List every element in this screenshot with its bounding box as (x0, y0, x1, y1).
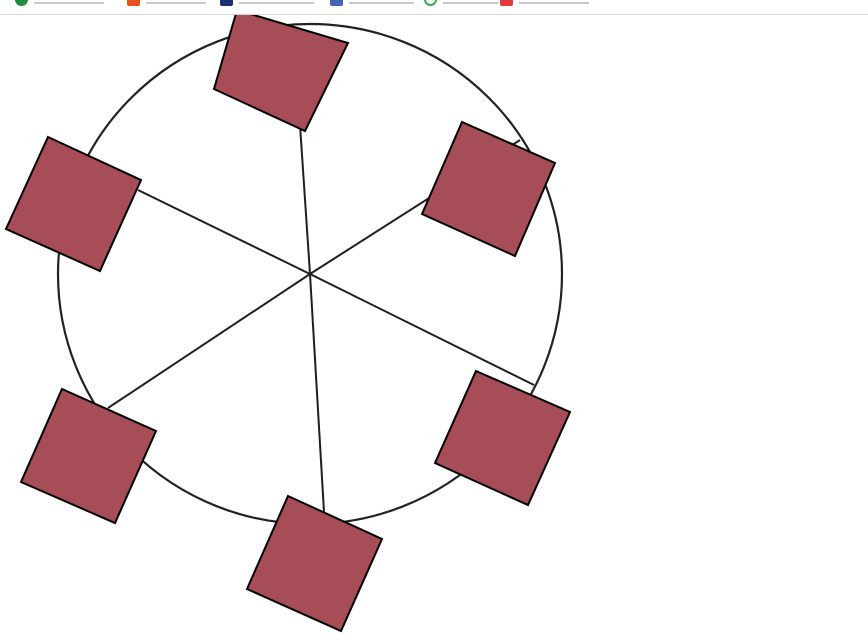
spoke-5 (107, 273, 311, 409)
navy-square-icon (220, 0, 233, 6)
spoke-6 (137, 189, 311, 275)
cabin-square-5 (19, 387, 158, 525)
bookmark-5-label-hint (443, 2, 498, 4)
red-square-icon (500, 0, 513, 6)
cabin-square-3 (433, 369, 572, 507)
bookmark-1-label-hint (34, 2, 104, 4)
bookmark-1[interactable] (15, 0, 104, 6)
cabin-square-6 (4, 135, 143, 273)
bookmark-3[interactable] (220, 0, 314, 6)
bookmark-2-label-hint (146, 2, 206, 4)
bookmarks-bar (0, 0, 868, 15)
green-circle-icon (15, 0, 28, 6)
ferris-wheel-diagram (4, 15, 572, 633)
bookmark-3-label-hint (239, 2, 314, 4)
orange-square-icon (127, 0, 140, 6)
bookmark-4[interactable] (330, 0, 414, 6)
spoke-1 (299, 124, 311, 275)
bookmark-6-label-hint (519, 2, 589, 4)
bookmark-4-label-hint (349, 2, 414, 4)
diagram-canvas (0, 15, 868, 635)
cabin-square-1 (212, 15, 350, 133)
cabins-group (4, 15, 572, 633)
bookmark-2[interactable] (127, 0, 206, 6)
bookmark-5[interactable] (424, 0, 498, 6)
green-ring-icon (424, 0, 437, 6)
cabin-square-2 (420, 120, 557, 258)
cabin-square-4 (245, 494, 384, 633)
facebook-icon (330, 0, 343, 6)
spoke-3 (309, 273, 535, 386)
spoke-4 (309, 273, 325, 513)
bookmark-6[interactable] (500, 0, 589, 6)
